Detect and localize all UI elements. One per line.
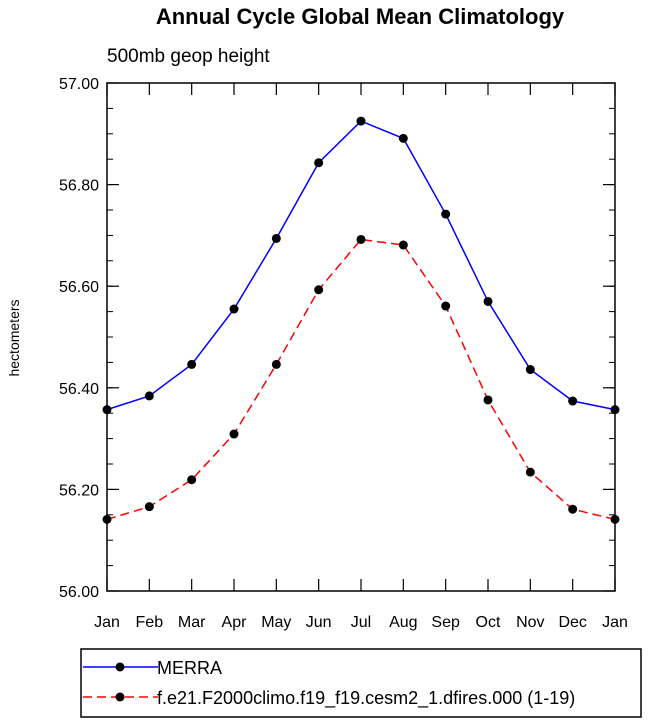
x-tick-label: Nov [516,614,544,631]
x-tick-label: Oct [476,614,501,631]
series-1-point [229,429,239,439]
series-0-point [314,158,324,168]
chart-title: Annual Cycle Global Mean Climatology [156,4,565,29]
legend-box [80,648,642,718]
series-1-point [144,502,154,512]
x-tick-label: Feb [136,614,164,631]
series-1-point [568,504,578,514]
x-tick-label: Apr [222,614,248,631]
series-1-point [187,475,197,485]
series-0-point [483,296,493,306]
x-tick-label: Jun [306,614,332,631]
series-1-point [483,395,493,405]
y-tick-label: 56.40 [59,381,99,398]
series-0-point [229,304,239,314]
series-line-0 [106,120,616,411]
x-tick-label: May [261,614,291,631]
legend-label-1: f.e21.F2000climo.f19_f19.cesm2_1.dfires.… [157,688,575,709]
x-tick-label: Dec [558,614,586,631]
series-1-point [356,234,366,244]
series-0-point [144,391,154,401]
x-tick-label: Jan [602,614,628,631]
x-tick-label: Sep [431,614,460,631]
legend-marker-1 [115,692,125,702]
series-line-1 [106,238,616,521]
x-tick-label: Aug [389,614,417,631]
x-tick-label: Jan [94,614,120,631]
chart-subtitle: 500mb geop height [107,46,270,67]
series-0-point [568,396,578,406]
x-tick-label: Mar [178,614,206,631]
series-1-point [525,467,535,477]
y-tick-label: 56.20 [59,482,99,499]
series-0-point [356,116,366,126]
series-1-point [314,285,324,295]
series-0-point [187,359,197,369]
plot-area: 56.00 56.20 56.40 56.60 56.80 57.00 Jan Feb Mar A… [59,76,628,631]
y-tick-label: 56.60 [59,279,99,296]
legend-marker-0 [115,662,125,672]
y-tick-label: 56.00 [59,584,99,601]
y-tick-label: 57.00 [59,76,99,93]
series-0-point [441,209,451,219]
y-tick-label: 56.80 [59,178,99,195]
series-0-point [398,133,408,143]
series-1-point [271,359,281,369]
series-1-point [441,301,451,311]
series-0-point [271,233,281,243]
series-1-point [398,240,408,250]
plot-frame [106,82,616,592]
legend: MERRA f.e21.F2000climo.f19_f19.cesm2_1.df… [83,658,575,709]
x-tick-label: Jul [351,614,371,631]
series-0-point [525,365,535,375]
y-axis-label: hectometers [6,299,22,376]
legend-label-0: MERRA [157,658,222,678]
